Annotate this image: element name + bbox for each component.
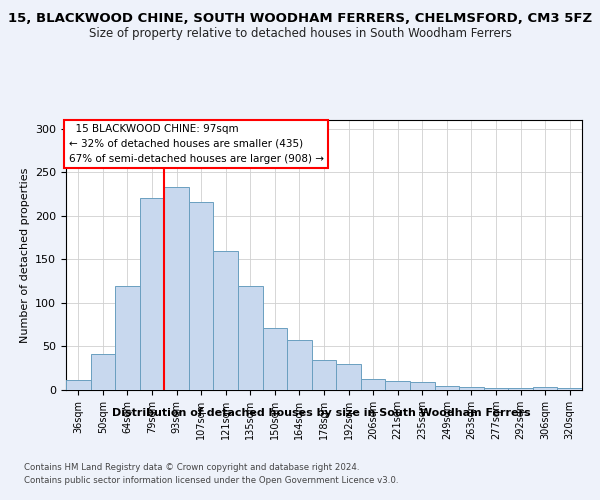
Bar (336, 364, 361, 390)
Bar (410, 382, 434, 390)
Bar (164, 187, 189, 390)
Bar (140, 198, 164, 390)
Bar (263, 328, 287, 390)
Bar (238, 286, 263, 390)
Bar (484, 388, 508, 390)
Bar (312, 360, 336, 390)
Bar (91, 354, 115, 390)
Bar (533, 388, 557, 390)
Text: 15 BLACKWOOD CHINE: 97sqm
← 32% of detached houses are smaller (435)
67% of semi: 15 BLACKWOOD CHINE: 97sqm ← 32% of detac… (68, 124, 323, 164)
Bar (557, 388, 582, 390)
Text: Size of property relative to detached houses in South Woodham Ferrers: Size of property relative to detached ho… (89, 28, 511, 40)
Text: Distribution of detached houses by size in South Woodham Ferrers: Distribution of detached houses by size … (112, 408, 530, 418)
Bar (434, 386, 459, 390)
Bar (66, 380, 91, 390)
Bar (214, 250, 238, 390)
Bar (508, 388, 533, 390)
Bar (189, 202, 214, 390)
Bar (459, 386, 484, 390)
Text: 15, BLACKWOOD CHINE, SOUTH WOODHAM FERRERS, CHELMSFORD, CM3 5FZ: 15, BLACKWOOD CHINE, SOUTH WOODHAM FERRE… (8, 12, 592, 26)
Text: Contains HM Land Registry data © Crown copyright and database right 2024.: Contains HM Land Registry data © Crown c… (24, 462, 359, 471)
Y-axis label: Number of detached properties: Number of detached properties (20, 168, 29, 342)
Bar (361, 378, 385, 390)
Text: Contains public sector information licensed under the Open Government Licence v3: Contains public sector information licen… (24, 476, 398, 485)
Bar (115, 286, 140, 390)
Bar (385, 382, 410, 390)
Bar (287, 340, 312, 390)
